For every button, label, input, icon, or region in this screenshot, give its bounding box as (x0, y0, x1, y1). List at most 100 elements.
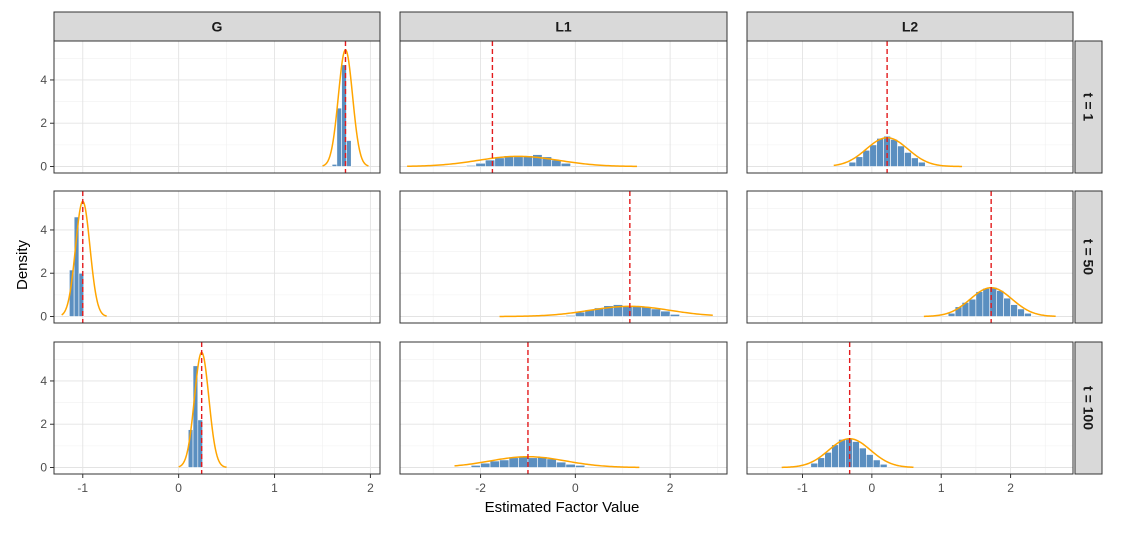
x-tick-label: 2 (367, 481, 374, 495)
histogram-bar (831, 444, 839, 468)
histogram-bar (810, 462, 819, 468)
histogram-bar (855, 156, 864, 167)
y-tick-label: 4 (40, 374, 47, 388)
histogram-bar (336, 107, 342, 167)
histogram-bar (466, 165, 477, 167)
histogram-bar (852, 441, 860, 468)
histogram-bar (817, 457, 825, 468)
column-strip (399, 11, 728, 42)
histogram-bar (527, 457, 538, 468)
histogram-bar (192, 365, 199, 468)
density-curve (923, 286, 1056, 318)
histogram-bar (518, 456, 529, 468)
histogram-bar (470, 465, 481, 468)
panel-frame (399, 190, 728, 324)
density-curve (454, 455, 640, 469)
x-tick-label: 1 (271, 481, 278, 495)
histogram-bar (565, 315, 576, 317)
histogram-bar (508, 457, 519, 468)
column-strip-label: L1 (555, 19, 572, 35)
bars-layer (69, 64, 1032, 468)
histogram-bar (660, 310, 671, 317)
histogram-bar (489, 460, 500, 468)
histogram-bar (78, 272, 85, 317)
y-tick-label: 0 (40, 310, 47, 324)
histogram-bar (499, 459, 510, 468)
histogram-bar (513, 156, 524, 167)
histogram-bar (556, 461, 567, 468)
row-strip-label: t = 50 (1081, 239, 1097, 275)
histogram-bar (866, 454, 874, 468)
histogram-bar (1017, 308, 1025, 317)
histogram-bar (904, 152, 912, 167)
row-strip (1074, 40, 1103, 174)
histogram-bar (838, 439, 846, 468)
density-curve (61, 200, 107, 317)
histogram-bar (869, 144, 878, 167)
density-curves-layer (61, 49, 1056, 469)
histogram-bar (575, 465, 586, 468)
x-tick-label: -1 (77, 481, 88, 495)
column-strip (746, 11, 1074, 42)
x-tick-label: -1 (797, 481, 808, 495)
panel-frame (399, 40, 728, 174)
x-tick-label: 0 (572, 481, 579, 495)
axes-layer: 0 2 4 0 2 4 0 2 4 -1 0 1 2 -2 0 2 -1 0 1 2 (40, 73, 1014, 495)
histogram-bar (879, 463, 888, 468)
panel-frame (53, 190, 381, 324)
histogram-bar (982, 288, 991, 317)
x-tick-label: 2 (667, 481, 674, 495)
histogram-bar (975, 291, 984, 317)
histogram-bar (876, 138, 884, 167)
column-strip-label: L2 (902, 19, 919, 35)
histogram-bar (346, 140, 352, 167)
x-axis-title: Estimated Factor Value (485, 499, 640, 516)
histogram-bar (560, 162, 571, 167)
row-strip-label: t = 100 (1081, 386, 1097, 430)
row-strip (1074, 190, 1103, 324)
panel-frame (746, 341, 1074, 475)
y-tick-label: 0 (40, 461, 47, 475)
density-curve (781, 437, 914, 469)
histogram-bar (475, 162, 486, 167)
density-curve (407, 155, 637, 168)
histogram-bar (669, 314, 680, 317)
column-strip (53, 11, 381, 42)
histogram-bar (968, 298, 977, 317)
density-curve (833, 136, 963, 168)
y-tick-label: 2 (40, 116, 47, 130)
row-strip (1074, 341, 1103, 475)
histogram-bar (494, 157, 505, 167)
histogram-bar (1024, 312, 1032, 317)
y-tick-label: 2 (40, 417, 47, 431)
histogram-bar (918, 161, 926, 167)
y-tick-label: 0 (40, 160, 47, 174)
histogram-bar (862, 149, 871, 167)
histogram-bar (996, 290, 1004, 317)
y-tick-label: 4 (40, 73, 47, 87)
panel-frames-layer (53, 40, 1074, 475)
histogram-bar (650, 308, 661, 317)
density-curve (499, 305, 713, 318)
histogram-bar (331, 164, 338, 167)
density-curve (178, 351, 227, 468)
y-tick-label: 2 (40, 266, 47, 280)
panel-frame (746, 190, 1074, 324)
histogram-bar (341, 64, 347, 167)
histogram-bar (897, 145, 905, 167)
histogram-bar (824, 452, 832, 468)
grid-layer (54, 41, 1073, 474)
histogram-bar (480, 462, 491, 468)
strips-layer: G L1 L2 t = 1 t = 50 t = 100 (53, 11, 1103, 475)
x-tick-label: 0 (869, 481, 876, 495)
panel-frame (399, 341, 728, 475)
column-strip-label: G (212, 19, 223, 35)
histogram-bar (890, 139, 898, 167)
histogram-bar (947, 312, 956, 317)
y-tick-label: 4 (40, 223, 47, 237)
histogram-bar (859, 447, 867, 468)
x-tick-label: 1 (938, 481, 945, 495)
histogram-bar (622, 305, 633, 317)
histogram-bar (546, 458, 557, 468)
